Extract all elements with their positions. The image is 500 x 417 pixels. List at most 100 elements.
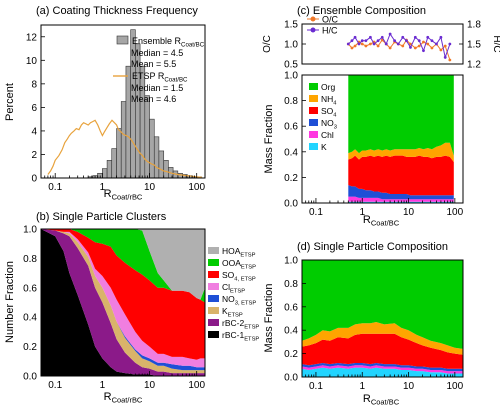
x-tick-label: 1: [100, 380, 106, 391]
x-tick-label: 10: [144, 182, 156, 193]
area-so4: [302, 333, 463, 369]
legend-label-nh-subscript: 4: [333, 101, 337, 107]
ratio-point-hc: [430, 39, 434, 43]
y-tick-label: 0.8: [284, 96, 298, 107]
legend-swatch-nh: [309, 95, 318, 102]
ratio-point-oc: [353, 44, 357, 48]
legend-label-no-subscript: 3: [334, 125, 337, 131]
y-tick-label: 0.0: [284, 199, 298, 210]
x-axis-label-subscript: Coat/BC: [371, 398, 400, 407]
legend-label-no: NO3, ETSP: [222, 294, 256, 307]
ratio-point-oc: [439, 48, 443, 52]
legend-label-cl: ClETSP: [222, 282, 245, 295]
legend-label-no-main: NO: [321, 118, 334, 128]
y-tick-label-left: 0.5: [284, 60, 298, 71]
area-rbc-1: [41, 229, 205, 376]
y-tick-label: 1.0: [23, 225, 37, 236]
ratio-point-hc: [435, 42, 438, 46]
y-tick-label: 0.2: [284, 173, 298, 184]
ratio-point-oc: [376, 44, 380, 48]
x-axis-label: RCoat/BC: [363, 393, 400, 407]
ratio-point-oc: [350, 46, 354, 50]
ratio-point-oc: [388, 46, 392, 50]
ratio-point-hc: [417, 39, 421, 43]
ratio-point-oc: [448, 58, 452, 62]
legend-swatch-ooa: [208, 259, 219, 266]
legend-label-rbc-2-main: rBC-2: [222, 318, 244, 328]
panel-title: (d) Single Particle Composition: [297, 241, 448, 253]
y-tick-label: 0.0: [284, 373, 298, 384]
legend-label-ensemble: Ensemble RCoat/BC: [132, 36, 205, 49]
y-tick-label: 10: [26, 56, 38, 67]
legend-label-etsp: ETSP RCoat/BC: [132, 71, 188, 84]
legend-swatch-hoa: [208, 247, 219, 254]
legend-label-rbc-1-main: rBC-1: [222, 330, 244, 340]
panel-title: (c) Ensemble Composition: [297, 5, 426, 17]
legend-label-chl-main: Chl: [321, 130, 334, 140]
y-tick-label-right: 1.5: [467, 40, 481, 51]
legend-label-k: KETSP: [222, 306, 243, 319]
ratio-point-oc: [426, 42, 430, 46]
ratio-point-hc: [443, 55, 447, 59]
ratio-point-hc: [372, 42, 376, 46]
ratio-point-hc: [401, 35, 405, 39]
x-tick-label: 10: [144, 380, 156, 391]
legend-label-hc: H/C: [322, 26, 338, 36]
legend-label-no: NO3: [321, 118, 337, 131]
legend-label-rbc-2-subscript: ETSP: [244, 325, 259, 331]
histogram-bar: [102, 168, 108, 179]
histogram-bar: [153, 136, 160, 179]
panel-title: (a) Coating Thickness Frequency: [36, 5, 198, 17]
area-chl: [348, 196, 454, 202]
ratio-point-oc: [368, 42, 372, 46]
area-hoa: [41, 229, 205, 300]
histogram-bar: [106, 160, 113, 179]
ratio-point-hc: [439, 35, 443, 39]
area-ooa: [41, 229, 205, 303]
plot-frame: [301, 259, 464, 378]
legend-label-hoa-main: HOA: [222, 246, 241, 256]
area-chl: [302, 365, 463, 374]
area-org: [302, 260, 463, 349]
legend-label-so-subscript: 4: [333, 113, 337, 119]
ratio-point-oc: [409, 42, 412, 46]
etsp-median: Median = 1.5: [131, 83, 183, 93]
y-axis-label-oc: O/C: [262, 35, 273, 53]
ratio-point-hc: [360, 39, 364, 43]
ratio-point-oc: [413, 46, 417, 50]
ratio-point-hc: [346, 42, 350, 46]
ratio-point-hc: [350, 39, 354, 43]
x-axis-label-subscript: Coat/rBC: [112, 193, 143, 202]
y-tick-label: 2: [31, 150, 37, 161]
legend-label-so-main: SO: [321, 106, 334, 116]
panel-b-single-particle-clusters: 0.1 1 10 100 0.0 0.2 0.4 0.6 0.8 1.0 (b) Single Pa…: [4, 211, 259, 405]
x-axis-label-subscript: Coat/BC: [371, 219, 400, 228]
x-tick-label: 100: [188, 182, 205, 193]
x-tick-label: 100: [188, 380, 205, 391]
y-axis-label: Mass Fraction: [263, 283, 275, 352]
legend-label-ensemble-main: Ensemble R: [132, 36, 182, 46]
ratio-point-hc: [368, 35, 372, 39]
x-axis-label: RCoat/BC: [363, 214, 400, 228]
y-axis-label: Percent: [4, 83, 16, 121]
legend-label-cl-main: Cl: [222, 282, 230, 292]
ratio-point-hc: [364, 39, 368, 43]
legend-label-k: K: [321, 142, 327, 152]
legend-label-so-main: SO: [222, 270, 235, 280]
ensemble-median: Median = 4.5: [131, 48, 183, 58]
ratio-point-oc: [360, 42, 364, 46]
area-nh4: [302, 322, 463, 355]
legend-label-hoa: HOAETSP: [222, 246, 256, 259]
y-tick-label: 1.0: [284, 256, 298, 267]
y-tick-label: 0.4: [23, 313, 37, 324]
x-tick-label: 10: [403, 207, 415, 218]
x-tick-label: 0.1: [48, 182, 62, 193]
y-tick-label-right: 1.8: [467, 20, 481, 31]
plot-frame: [40, 228, 206, 377]
legend-swatch-rbc-1: [208, 331, 219, 338]
legend-label-etsp-subscript: Coat/BC: [164, 77, 188, 84]
legend-swatch-rbc-2: [208, 319, 219, 326]
y-axis-label: Mass Fraction: [263, 104, 275, 173]
x-tick-label: 100: [447, 207, 464, 218]
y-axis-label-hc: H/C: [491, 35, 500, 52]
